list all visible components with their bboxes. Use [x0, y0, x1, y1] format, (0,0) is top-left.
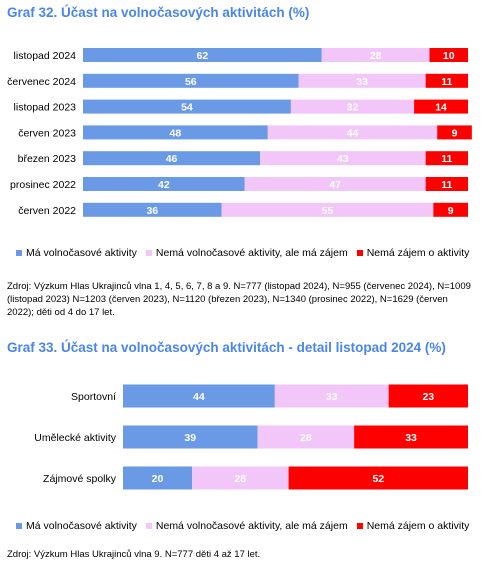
- chart-32-data-label: 10: [443, 50, 455, 62]
- chart-32-data-label: 14: [435, 102, 447, 114]
- chart-33-bar-segment: [123, 425, 258, 449]
- chart-32-legend-label: Nemá zájem o aktivity: [366, 247, 470, 259]
- chart-33-category-label: Sportovní: [71, 391, 116, 403]
- chart-32-data-label: 33: [356, 76, 368, 88]
- chart-32-bar-segment: [433, 202, 468, 217]
- chart-33-bar-segment: [192, 466, 289, 490]
- chart-32-bar-segment: [321, 48, 430, 62]
- chart-32-data-label: 36: [146, 205, 158, 217]
- chart-32-legend-label: Nemá volnočasové aktivity, ale má zájem: [155, 247, 348, 259]
- chart-33-bar-segment: [123, 384, 275, 408]
- chart-33-legend-item: Nemá zájem o aktivity: [356, 520, 470, 532]
- chart-33-data-label: 28: [234, 473, 246, 485]
- chart-32-data-label: 42: [158, 179, 170, 191]
- chart-33-legend-label: Má volnočasové aktivity: [26, 520, 137, 532]
- chart-32-data-label: 62: [197, 50, 209, 62]
- chart-32-data-label: 9: [448, 205, 454, 217]
- chart-32-bar-segment: [83, 73, 299, 88]
- chart-33-legend-item: Nemá volnočasové aktivity, ale má zájem: [145, 520, 348, 532]
- chart-33-bar-segment: [388, 384, 468, 408]
- chart-32-category-label: listopad 2024: [14, 50, 77, 62]
- chart-32-title: Graf 32. Účast na volnočasových aktivitá…: [7, 5, 310, 20]
- chart-32-bar-segment: [260, 151, 426, 166]
- chart-32: listopad 2024 62 28 10 červenec 2024 56 33 11 li…: [7, 48, 472, 217]
- chart-33-legend-label: Nemá zájem o aktivity: [366, 520, 470, 532]
- chart-32-category-label: březen 2023: [18, 153, 77, 165]
- chart-33-category-label: Zájmové spolky: [43, 473, 117, 485]
- chart-32-bar-segment: [83, 99, 291, 114]
- chart-32-bar-segment: [221, 202, 434, 217]
- chart-33-legend-item: Má volnočasové aktivity: [16, 520, 137, 532]
- chart-32-data-label: 44: [347, 127, 359, 139]
- chart-32-bar-segment: [83, 125, 268, 140]
- chart-33-data-label: 20: [152, 473, 164, 485]
- chart-33-legend-label: Nemá volnočasové aktivity, ale má zájem: [155, 520, 348, 532]
- chart-32-legend-item: Nemá zájem o aktivity: [356, 247, 470, 259]
- chart-32-bar-segment: [414, 99, 468, 114]
- chart-32-bar-segment: [267, 125, 438, 140]
- chart-32-bar-segment: [83, 177, 245, 191]
- chart-33-data-label: 33: [405, 432, 417, 444]
- chart-32-bar-segment: [425, 73, 468, 88]
- chart-32-legend-swatch: [145, 250, 152, 256]
- chart-33-data-label: 39: [184, 432, 196, 444]
- chart-33-data-label: 23: [422, 391, 434, 403]
- chart-32-data-label: 48: [170, 127, 182, 139]
- chart-33-category-label: Umělecké aktivity: [34, 432, 116, 444]
- chart-32-bar-segment: [83, 202, 222, 217]
- chart-32-bar-segment: [425, 151, 468, 166]
- chart-32-legend: Má volnočasové aktivity Nemá volnočasové …: [16, 247, 478, 259]
- chart-32-bar-segment: [429, 48, 468, 62]
- chart-32-bar-segment: [83, 151, 261, 166]
- chart-33-legend-swatch: [145, 523, 152, 529]
- chart-32-legend-swatch: [16, 250, 22, 256]
- chart-33-legend-swatch: [356, 523, 363, 529]
- chart-32-bar-segment: [298, 73, 426, 88]
- chart-32-data-label: 11: [441, 76, 452, 88]
- chart-32-data-label: 11: [441, 179, 452, 191]
- chart-33-bar-segment: [257, 425, 355, 449]
- chart-32-data-label: 32: [347, 102, 359, 114]
- chart-33-bar-segment: [288, 466, 468, 490]
- chart-32-bar-segment: [244, 177, 426, 191]
- chart-33-data-label: 44: [193, 391, 205, 403]
- chart-32-bar-segment: [437, 125, 472, 140]
- chart-33: Sportovní 44 33 23 Umělecké aktivity 39 28 33 Zá…: [34, 384, 468, 490]
- chart-32-category-label: červen 2023: [18, 127, 76, 139]
- chart-32-data-label: 46: [166, 153, 178, 165]
- chart-32-legend-label: Má volnočasové aktivity: [26, 247, 137, 259]
- chart-32-legend-item: Nemá volnočasové aktivity, ale má zájem: [145, 247, 348, 259]
- chart-33-legend-swatch: [16, 523, 22, 529]
- chart-33-data-label: 33: [326, 391, 338, 403]
- chart-32-data-label: 55: [322, 205, 334, 217]
- chart-32-data-label: 56: [185, 76, 197, 88]
- chart-32-data-label: 9: [452, 127, 458, 139]
- chart-32-legend-swatch: [356, 250, 363, 256]
- chart-33-data-label: 28: [300, 432, 312, 444]
- chart-33-bar-segment: [354, 425, 468, 449]
- chart-32-source: Zdroj: Výzkum Hlas Ukrajinců vlna 1, 4, …: [7, 281, 471, 318]
- chart-32-legend-item: Má volnočasové aktivity: [16, 247, 137, 259]
- chart-32-data-label: 11: [441, 153, 452, 165]
- chart-32-bar-segment: [290, 99, 415, 114]
- chart-32-data-label: 28: [370, 50, 382, 62]
- chart-32-bar-segment: [425, 177, 468, 191]
- chart-32-category-label: červenec 2024: [7, 76, 76, 88]
- chart-32-category-label: červen 2022: [18, 205, 76, 217]
- chart-32-category-label: listopad 2023: [14, 102, 77, 114]
- chart-32-data-label: 54: [181, 102, 193, 114]
- chart-33-data-label: 52: [372, 473, 384, 485]
- chart-33-title: Graf 33. Účast na volnočasových aktivitá…: [7, 340, 446, 355]
- chart-33-legend: Má volnočasové aktivity Nemá volnočasové …: [16, 520, 478, 532]
- chart-32-category-label: prosinec 2022: [10, 179, 76, 191]
- chart-33-bar-segment: [274, 384, 389, 408]
- chart-33-source: Zdroj: Výzkum Hlas Ukrajinců vlna 9. N=7…: [7, 549, 261, 560]
- chart-32-bar-segment: [83, 48, 322, 62]
- chart-32-data-label: 43: [337, 153, 349, 165]
- chart-33-bar-segment: [123, 466, 192, 490]
- chart-32-data-label: 47: [329, 179, 341, 191]
